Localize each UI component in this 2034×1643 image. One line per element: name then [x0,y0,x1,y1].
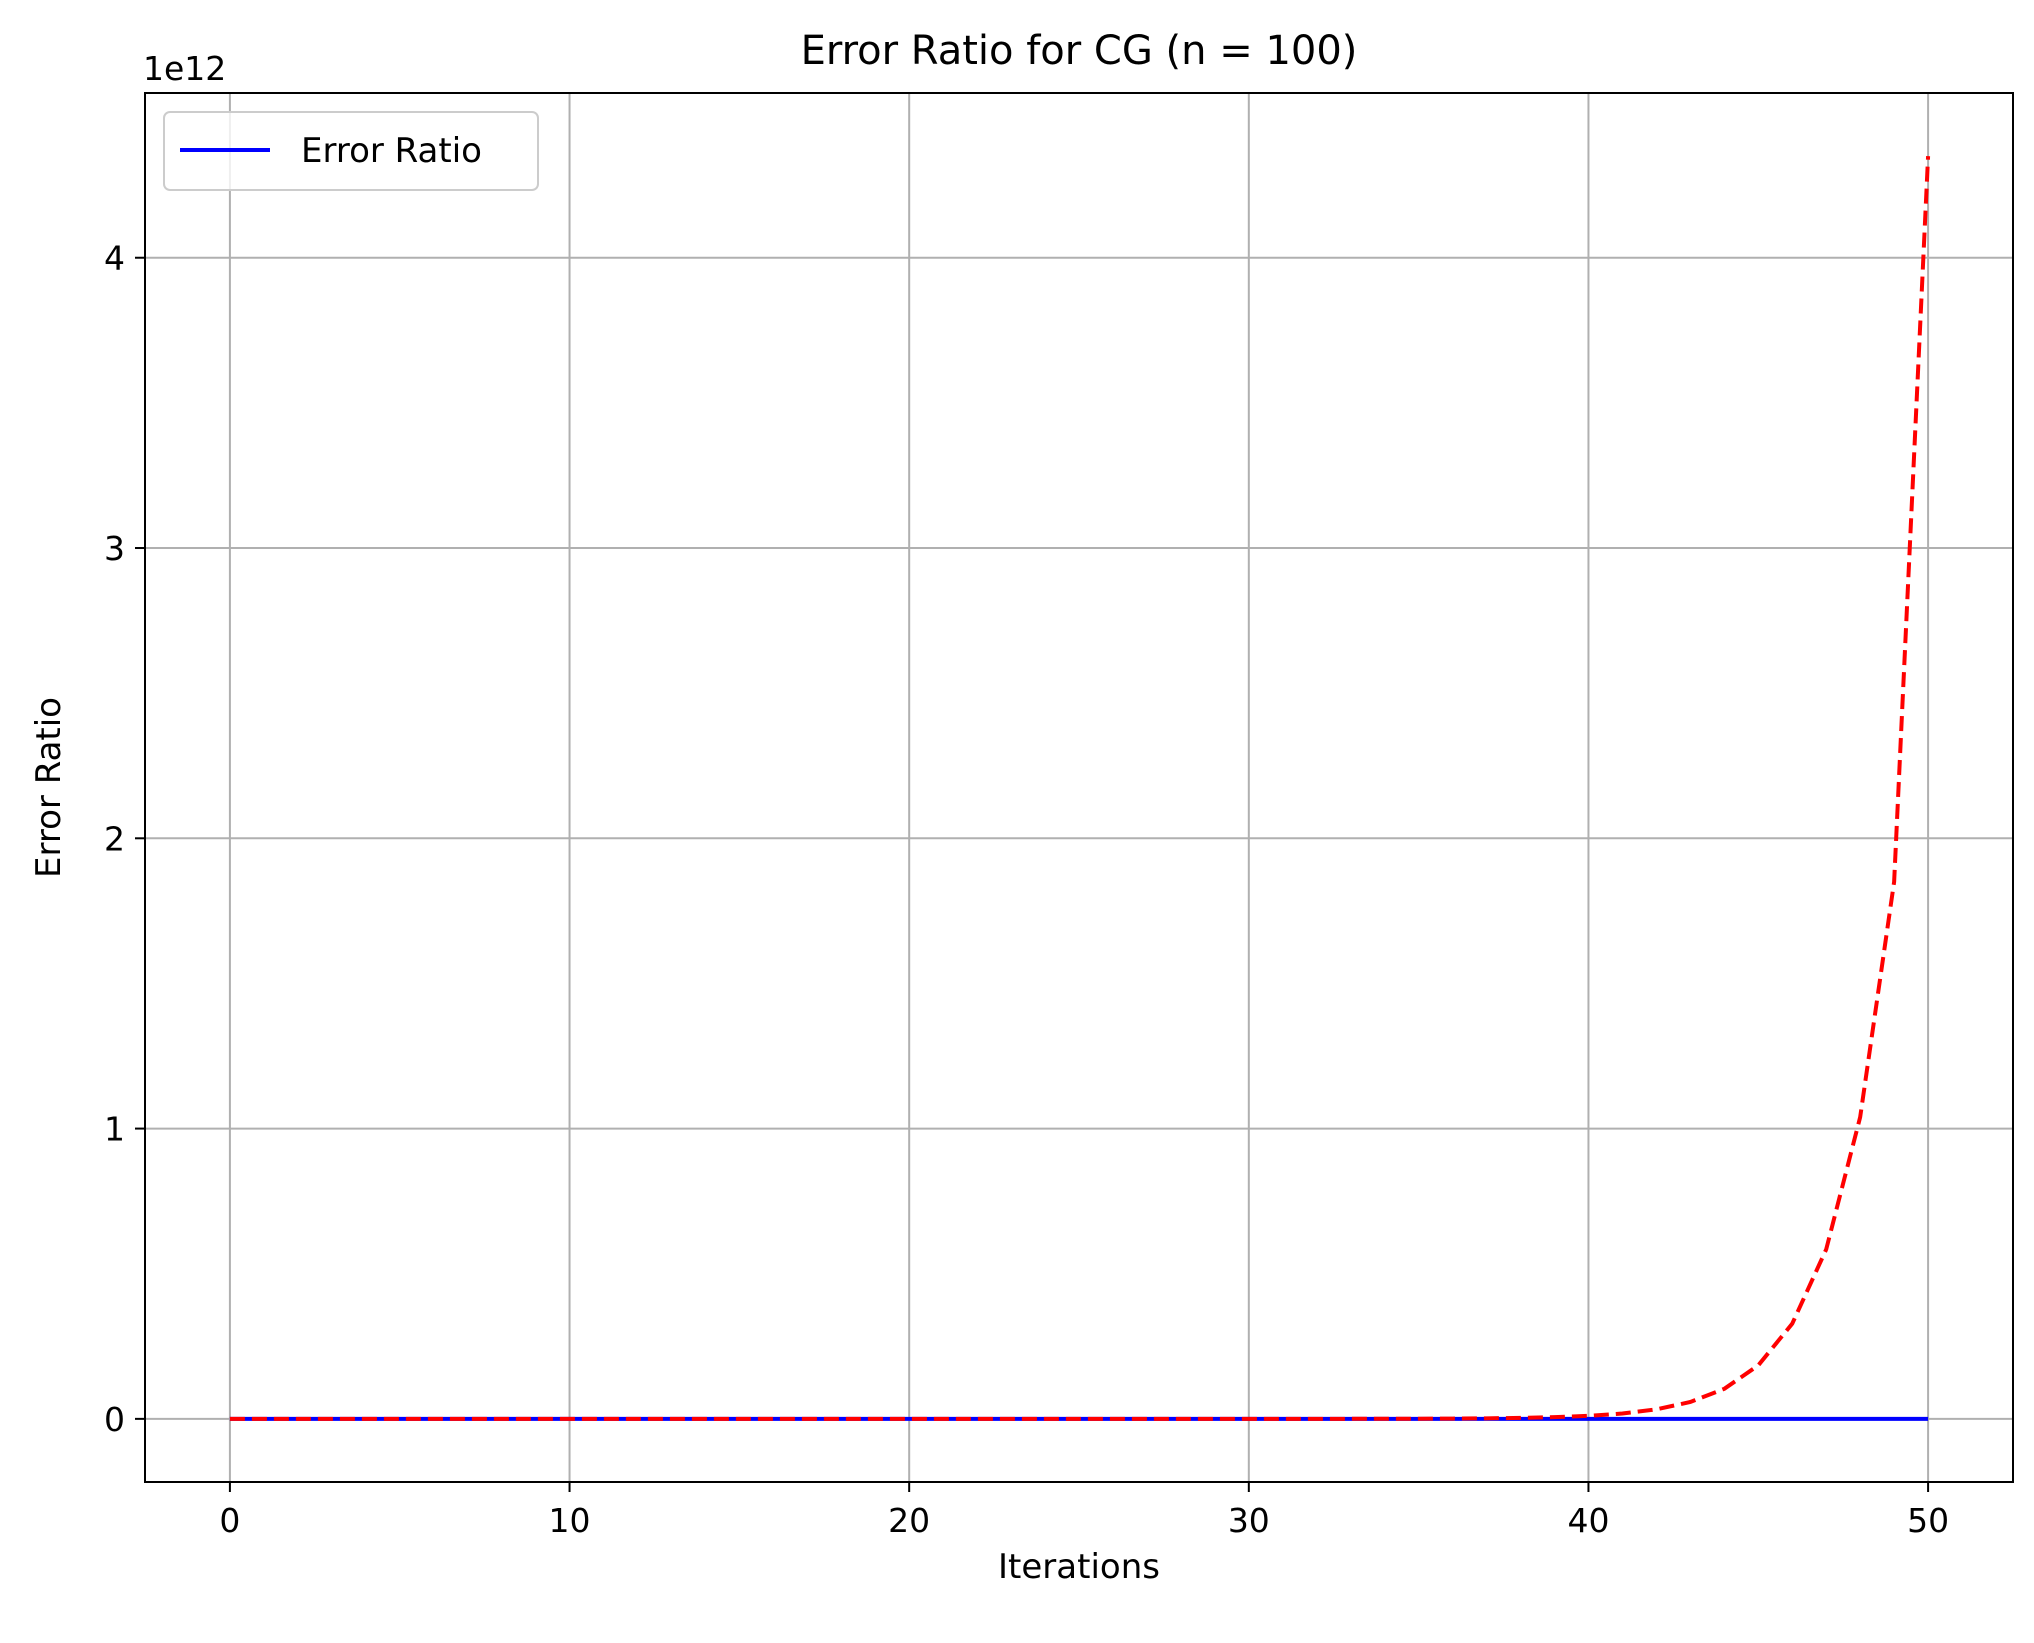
x-tick-label: 0 [219,1501,240,1540]
x-tick-label: 40 [1567,1501,1609,1540]
x-tick-label: 10 [549,1501,591,1540]
legend: Error Ratio [163,111,539,191]
x-tick-label: 50 [1907,1501,1949,1540]
legend-box [163,111,539,191]
y-axis-label: Error Ratio [29,697,69,878]
x-tick-label: 20 [888,1501,930,1540]
chart-title: Error Ratio for CG (n = 100) [801,28,1358,74]
series-line-dashed-red [229,156,1931,1421]
series-layer [229,156,1931,1421]
axes-frame [144,92,2014,1483]
y-axis-offset-label: 1e12 [143,49,226,88]
ticks: 0 10 20 30 40 50 0 1 2 3 4 [104,239,1949,1540]
y-tick-label: 2 [104,819,125,858]
y-tick-label: 1 [104,1110,125,1149]
x-tick-label: 30 [1228,1501,1270,1540]
y-tick-label: 3 [104,529,125,568]
y-tick-label: 0 [104,1400,125,1439]
y-tick-label: 4 [104,239,125,278]
legend-label-error-ratio: Error Ratio [301,131,482,171]
x-axis-label: Iterations [998,1547,1160,1587]
